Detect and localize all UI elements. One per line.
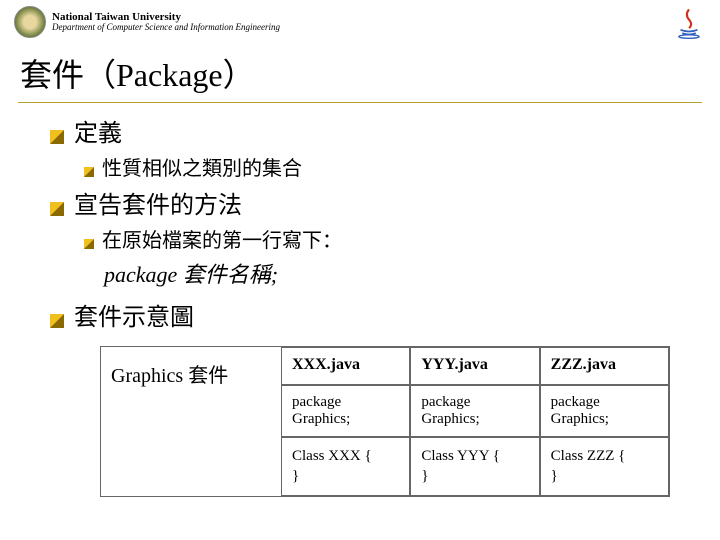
university-text: National Taiwan University Department of… [52,11,280,33]
bullet-declare-sub: 在原始檔案的第一行寫下： [84,224,690,253]
class-body: Class YYY {} [410,437,539,496]
diagram-col: XXX.java package Graphics; Class XXX {} [281,347,410,496]
diagram-col: YYY.java package Graphics; Class YYY {} [410,347,539,496]
file-name: YYY.java [410,347,539,385]
diagram-col: ZZZ.java package Graphics; Class ZZZ {} [540,347,669,496]
bullet-icon [84,232,94,242]
slide-title: 套件（Package） [0,40,720,102]
file-name: XXX.java [281,347,410,385]
bullet-icon [84,160,94,170]
package-stmt: package Graphics; [281,385,410,437]
bullet-diagram: 套件示意圖 [50,297,690,332]
bullet-icon [50,196,64,210]
department-name: Department of Computer Science and Infor… [52,23,280,33]
ntu-logo-icon [14,6,46,38]
bullet-text: 宣告套件的方法 [74,185,242,220]
slide-content: 定義 性質相似之類別的集合 宣告套件的方法 在原始檔案的第一行寫下： packa… [0,113,720,497]
class-body: Class ZZZ {} [540,437,669,496]
diagram-package-name: Graphics 套件 [101,347,281,496]
bullet-icon [50,308,64,322]
bullet-definition-sub: 性質相似之類別的集合 [84,152,690,181]
bullet-text: 套件示意圖 [74,297,194,332]
file-name: ZZZ.java [540,347,669,385]
bullet-text: 定義 [74,113,122,148]
title-divider [18,102,702,103]
class-body: Class XXX {} [281,437,410,496]
header-left: National Taiwan University Department of… [14,6,280,38]
bullet-declare: 宣告套件的方法 [50,185,690,220]
bullet-icon [50,124,64,138]
package-diagram-table: Graphics 套件 XXX.java package Graphics; C… [100,346,670,497]
slide-header: National Taiwan University Department of… [0,0,720,40]
bullet-text: 在原始檔案的第一行寫下： [102,224,342,253]
bullet-definition: 定義 [50,113,690,148]
package-stmt: package Graphics; [410,385,539,437]
diagram-columns: XXX.java package Graphics; Class XXX {} … [281,347,669,496]
code-example: package 套件名稱; [104,257,690,289]
bullet-text: 性質相似之類別的集合 [102,152,302,181]
java-logo-icon [672,6,706,40]
package-stmt: package Graphics; [540,385,669,437]
